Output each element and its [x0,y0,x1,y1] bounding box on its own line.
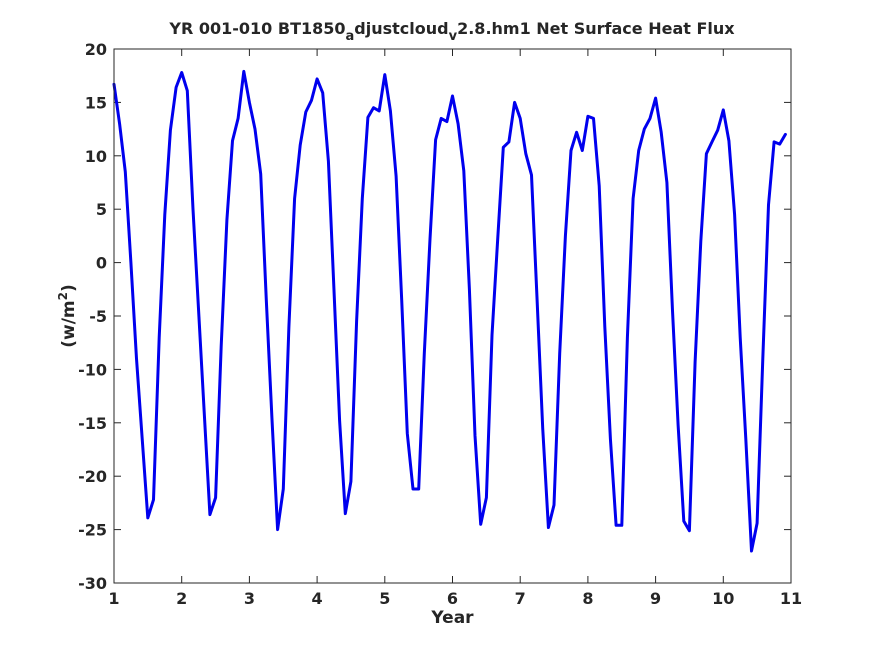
y-tick-label: 10 [85,147,107,166]
x-tick-labels: 1 2 3 4 5 6 7 8 9 10 11 [108,589,802,608]
x-tick-label: 1 [108,589,119,608]
y-tick-label: 5 [96,200,107,219]
plot-frame [113,48,792,584]
y-axis-label: (w/m2) [56,284,79,348]
y-tick-label: -30 [78,574,107,593]
x-tick-label: 9 [650,589,661,608]
x-tick-label: 11 [780,589,802,608]
y-tick-labels: 20 15 10 5 0 -5 -10 -15 -20 -25 -30 [78,40,107,593]
y-tick-label: -5 [89,307,107,326]
y-tick-label: 15 [85,93,107,112]
y-tick-label: 0 [96,254,107,273]
x-tick-label: 6 [447,589,458,608]
series-line-net-surface-heat-flux [112,69,787,553]
x-tick-label: 8 [582,589,593,608]
x-tick-label: 10 [712,589,734,608]
y-tick-label: -20 [78,467,107,486]
x-tick-label: 7 [515,589,526,608]
plot-area [114,49,791,583]
y-tick-label: -25 [78,521,107,540]
y-tick-label: -10 [78,360,107,379]
x-axis-label: Year [430,608,474,628]
x-tick-label: 5 [379,589,390,608]
x-tick-label: 4 [312,589,323,608]
y-tick-label: -15 [78,414,107,433]
chart-title: YR 001-010 BT1850adjustcloudv2.8.hm1 Net… [168,19,735,44]
y-tick-label: 20 [85,40,107,59]
x-tick-label: 2 [176,589,187,608]
x-tick-label: 3 [244,589,255,608]
